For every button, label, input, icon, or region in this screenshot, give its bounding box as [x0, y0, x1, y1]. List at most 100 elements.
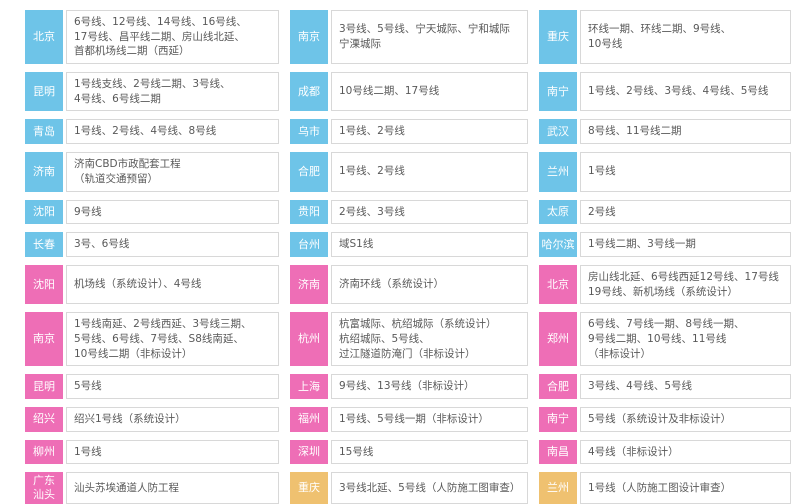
city-badge: 北京 [25, 10, 63, 65]
city-cell: 合肥 1号线、2号线 [290, 152, 528, 192]
line-list: 10号线二期、17号线 [339, 85, 440, 98]
cell-content-box: 环线一期、环线二期、9号线、 10号线 [580, 10, 791, 65]
cell-content-box: 3号、6号线 [66, 232, 279, 257]
cell-content-box: 房山线北延、6号线西延12号线、17号线 19号线、新机场线（系统设计） [580, 264, 791, 305]
line-list: 4号线（非标设计） [588, 445, 679, 458]
cell-content-box: 1号线、2号线、4号线、8号线 [66, 119, 279, 145]
city-cell: 北京 6号线、12号线、14号线、16号线、 17号线、昌平线二期、房山线北延、… [25, 10, 279, 65]
city-cell: 南昌 4号线（非标设计） [539, 439, 791, 465]
city-cell: 杭州 杭富城际、杭绍城际（系统设计） 杭绍城际、5号线、 过江隧道防淹门（非标设… [290, 312, 528, 367]
city-cell: 南宁 5号线（系统设计及非标设计） [539, 407, 791, 432]
city-cell: 兰州 1号线（人防施工图设计审查） [539, 472, 791, 504]
city-badge: 沈阳 [25, 199, 63, 225]
city-badge: 重庆 [539, 10, 577, 65]
cell-content-box: 2号线、3号线 [331, 199, 528, 225]
line-list: 3号线、4号线、5号线 [588, 380, 693, 393]
city-badge: 武汉 [539, 119, 577, 145]
city-badge: 青岛 [25, 119, 63, 145]
city-cell: 郑州 6号线、7号线一期、8号线一期、 9号线二期、10号线、11号线 （非标设… [539, 312, 791, 367]
line-list: 1号线、2号线 [339, 125, 405, 138]
cell-content-box: 5号线（系统设计及非标设计） [580, 407, 791, 432]
line-list: 1号线二期、3号线一期 [588, 238, 696, 251]
city-badge: 台州 [290, 232, 328, 257]
city-badge: 贵阳 [290, 199, 328, 225]
line-list: 济南环线（系统设计） [339, 278, 444, 291]
city-cell: 重庆 3号线北延、5号线（人防施工图审查） [290, 472, 528, 504]
city-badge: 昆明 [25, 72, 63, 112]
city-cell: 济南 济南CBD市政配套工程 （轨道交通预留） [25, 152, 279, 192]
line-list: 3号、6号线 [74, 238, 130, 251]
city-badge: 福州 [290, 407, 328, 432]
cell-content-box: 15号线 [331, 439, 528, 465]
city-badge: 长春 [25, 232, 63, 257]
line-list: 9号线、13号线（非标设计） [339, 380, 475, 393]
city-cell: 成都 10号线二期、17号线 [290, 72, 528, 112]
city-badge: 哈尔滨 [539, 232, 577, 257]
line-list: 域S1线 [339, 238, 374, 251]
city-cell: 柳州 1号线 [25, 439, 279, 465]
line-list: 1号线 [74, 445, 102, 458]
city-cell: 昆明 5号线 [25, 374, 279, 399]
city-cell: 深圳 15号线 [290, 439, 528, 465]
city-badge: 合肥 [539, 374, 577, 399]
city-cell: 济南 济南环线（系统设计） [290, 264, 528, 305]
city-cell: 贵阳 2号线、3号线 [290, 199, 528, 225]
city-cell: 哈尔滨 1号线二期、3号线一期 [539, 232, 791, 257]
line-list: 2号线、3号线 [339, 205, 405, 218]
city-cell: 南宁 1号线、2号线、3号线、4号线、5号线 [539, 72, 791, 112]
city-badge: 成都 [290, 72, 328, 112]
city-badge: 兰州 [539, 152, 577, 192]
city-cell: 兰州 1号线 [539, 152, 791, 192]
city-cell: 北京 房山线北延、6号线西延12号线、17号线 19号线、新机场线（系统设计） [539, 264, 791, 305]
city-cell: 乌市 1号线、2号线 [290, 119, 528, 145]
line-list: 6号线、7号线一期、8号线一期、 9号线二期、10号线、11号线 （非标设计） [588, 318, 745, 360]
city-cell: 青岛 1号线、2号线、4号线、8号线 [25, 119, 279, 145]
city-cell: 台州 域S1线 [290, 232, 528, 257]
line-list: 9号线 [74, 205, 102, 218]
cell-content-box: 10号线二期、17号线 [331, 72, 528, 112]
line-list: 5号线（系统设计及非标设计） [588, 413, 732, 425]
city-badge: 沈阳 [25, 264, 63, 305]
cell-content-box: 域S1线 [331, 232, 528, 257]
cell-content-box: 1号线、5号线一期（非标设计） [331, 407, 528, 432]
line-list: 杭富城际、杭绍城际（系统设计） 杭绍城际、5号线、 过江隧道防淹门（非标设计） [339, 318, 497, 360]
cell-content-box: 1号线、2号线 [331, 152, 528, 192]
cell-content-box: 1号线（人防施工图设计审查） [580, 472, 791, 504]
cell-content-box: 8号线、11号线二期 [580, 119, 791, 145]
city-badge: 柳州 [25, 439, 63, 465]
city-badge: 上海 [290, 374, 328, 399]
city-badge: 南宁 [539, 72, 577, 112]
line-list: 8号线、11号线二期 [588, 125, 682, 138]
cell-content-box: 济南环线（系统设计） [331, 264, 528, 305]
city-badge: 乌市 [290, 119, 328, 145]
city-badge: 南京 [290, 10, 328, 65]
city-badge: 兰州 [539, 472, 577, 504]
line-list: 济南CBD市政配套工程 （轨道交通预留） [74, 158, 181, 185]
city-badge: 南昌 [539, 439, 577, 465]
city-cell: 广东 汕头 汕头苏埃通道人防工程 [25, 472, 279, 504]
city-cell: 南京 1号线南延、2号线西延、3号线三期、 5号线、6号线、7号线、S8线南延、… [25, 312, 279, 367]
city-badge: 太原 [539, 199, 577, 225]
line-list: 环线一期、环线二期、9号线、 10号线 [588, 23, 732, 51]
line-list: 2号线 [588, 205, 616, 218]
line-list: 6号线、12号线、14号线、16号线、 17号线、昌平线二期、房山线北延、 首都… [74, 16, 247, 58]
city-cell: 沈阳 9号线 [25, 199, 279, 225]
line-list: 1号线 [588, 165, 616, 178]
city-cell: 福州 1号线、5号线一期（非标设计） [290, 407, 528, 432]
line-list: 1号线（人防施工图设计审查） [588, 481, 732, 494]
line-list: 绍兴1号线（系统设计） [74, 413, 186, 425]
city-badge: 济南 [25, 152, 63, 192]
city-cell: 合肥 3号线、4号线、5号线 [539, 374, 791, 399]
cell-content-box: 9号线、13号线（非标设计） [331, 374, 528, 399]
line-list: 1号线、2号线、3号线、4号线、5号线 [588, 85, 769, 98]
cell-content-box: 1号线南延、2号线西延、3号线三期、 5号线、6号线、7号线、S8线南延、 10… [66, 312, 279, 367]
cell-content-box: 1号线支线、2号线二期、3号线、 4号线、6号线二期 [66, 72, 279, 112]
cell-content-box: 1号线、2号线 [331, 119, 528, 145]
city-badge: 绍兴 [25, 407, 63, 432]
line-list: 房山线北延、6号线西延12号线、17号线 19号线、新机场线（系统设计） [588, 270, 779, 298]
line-list: 1号线南延、2号线西延、3号线三期、 5号线、6号线、7号线、S8线南延、 10… [74, 318, 252, 360]
city-cell: 太原 2号线 [539, 199, 791, 225]
city-cell: 上海 9号线、13号线（非标设计） [290, 374, 528, 399]
city-badge: 济南 [290, 264, 328, 305]
city-cell: 沈阳 机场线（系统设计）、4号线 [25, 264, 279, 305]
